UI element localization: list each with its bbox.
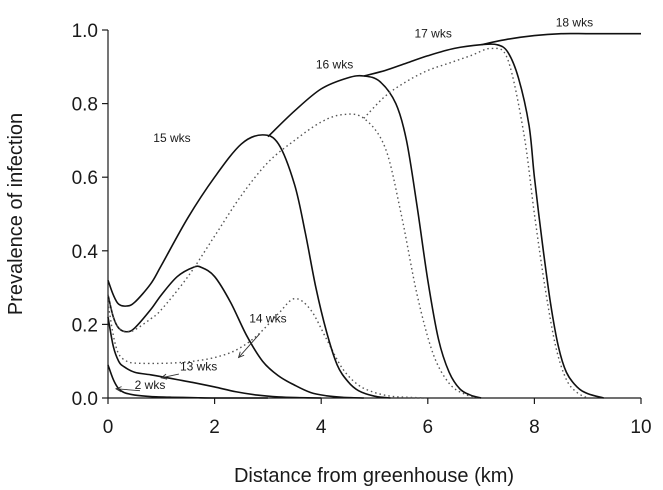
annotation-2-wks: 2 wks [135,378,166,392]
series-line-2-wks [107,364,268,399]
x-tick-label: 8 [529,417,540,438]
series-line-15-wks [107,134,391,399]
x-tick-label: 4 [316,417,327,438]
annotation-arrowhead [160,373,168,380]
y-tick-label: 1.0 [72,21,98,42]
series-line-18-wks [480,32,641,46]
x-tick-label: 0 [103,417,114,438]
tick-labels: 0 2 4 6 8 10 0.0 0.2 0.4 0.6 0.8 1.0 [72,21,652,438]
annotation-arrow [115,388,141,392]
annotation-16-wks: 16 wks [316,58,353,72]
x-axis-title: Distance from greenhouse (km) [234,465,514,487]
y-tick-label: 0.4 [72,242,99,263]
series-line-13-wks [107,316,322,399]
dotted-series-line [107,113,482,399]
annotation-18-wks: 18 wks [556,15,593,29]
annotation-15-wks: 15 wks [153,131,190,145]
dotted-series-line [363,47,589,399]
y-tick-label: 0.8 [72,95,98,116]
x-tick-label: 10 [630,417,651,438]
y-tick-label: 0.0 [72,389,98,410]
annotation-13-wks: 13 wks [180,359,217,373]
y-tick-label: 0.2 [72,315,98,336]
annotation-17-wks: 17 wks [414,26,451,40]
ticks [102,29,642,404]
annotation-arrowhead [237,351,245,359]
axes [107,30,641,399]
series-line-17-wks [363,43,604,399]
annotation-arrowhead [114,386,122,393]
y-axis-title: Prevalence of infection [5,113,27,315]
series-line-14-wks [107,265,364,399]
series-layer [107,32,641,399]
x-tick-label: 6 [423,417,434,438]
y-tick-label: 0.6 [72,168,98,189]
x-tick-label: 2 [209,417,220,438]
annotation-layer: 2 wks 13 wks 14 wks 15 wks 16 wks 17 wks 18 wk… [114,15,593,393]
annotation-arrow [238,333,261,358]
annotation-14-wks: 14 wks [249,312,286,326]
series-line-16-wks [267,74,482,399]
annotation-arrow [161,373,179,379]
